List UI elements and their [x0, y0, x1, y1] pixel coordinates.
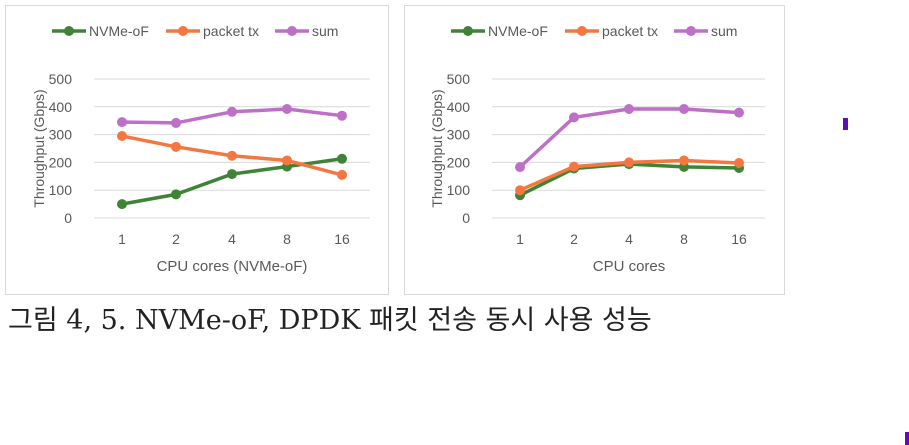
legend-label: sum: [312, 23, 338, 39]
data-point: [227, 106, 237, 117]
data-point: [515, 162, 525, 173]
legend-label: packet tx: [602, 23, 658, 39]
x-axis-label: CPU cores (NVMe-oF): [157, 258, 308, 275]
data-point: [282, 155, 292, 166]
x-tick-label: 1: [516, 231, 524, 247]
data-point: [569, 161, 579, 172]
x-tick-label: 1: [118, 231, 126, 247]
data-point: [117, 199, 127, 210]
y-tick-label: 0: [462, 210, 470, 226]
legend-label: NVMe-oF: [488, 23, 548, 39]
y-axis-label: Throughput (Gbps): [429, 89, 445, 207]
data-point: [117, 117, 127, 128]
y-tick-label: 200: [447, 154, 471, 170]
x-axis-label: CPU cores: [593, 258, 666, 275]
legend-label: packet tx: [203, 23, 259, 39]
data-point: [679, 104, 689, 115]
data-point: [337, 110, 347, 121]
y-axis-label: Throughput (Gbps): [31, 89, 47, 207]
data-point: [624, 157, 634, 168]
data-point: [624, 104, 634, 115]
x-tick-label: 16: [334, 231, 350, 247]
y-tick-label: 0: [64, 210, 72, 226]
chart-left: 0 100 200 300 400 500 Throughput (Gbps) 1 2 4 8 16 C…: [5, 5, 389, 295]
data-point: [227, 169, 237, 180]
data-point: [337, 153, 347, 164]
data-point: [569, 112, 579, 123]
chart-right: 0 100 200 300 400 500 Throughput (Gbps) 1 2 4 8 16 C…: [404, 5, 785, 295]
x-tick-label: 4: [625, 231, 633, 247]
y-tick-label: 400: [447, 99, 471, 115]
selection-marker: [905, 432, 909, 445]
legend-marker: [287, 26, 297, 36]
data-point: [337, 169, 347, 180]
legend-marker: [64, 26, 74, 36]
data-point: [282, 104, 292, 115]
y-tick-label: 300: [447, 127, 471, 143]
legend-marker: [577, 26, 587, 36]
y-tick-label: 500: [447, 71, 471, 87]
data-point: [171, 141, 181, 152]
x-tick-label: 4: [228, 231, 236, 247]
x-tick-label: 8: [680, 231, 688, 247]
figure-caption: 그림 4, 5. NVMe-oF, DPDK 패킷 전송 동시 사용 성능: [8, 305, 652, 336]
data-point: [117, 130, 127, 141]
x-tick-label: 2: [172, 231, 180, 247]
data-point: [227, 150, 237, 161]
legend-label: NVMe-oF: [89, 23, 149, 39]
data-point: [171, 189, 181, 200]
data-point: [734, 107, 744, 118]
legend-marker: [686, 26, 696, 36]
y-tick-label: 100: [447, 182, 471, 198]
legend-marker: [463, 26, 473, 36]
y-tick-label: 500: [49, 71, 73, 87]
y-tick-label: 100: [49, 182, 73, 198]
data-point: [734, 157, 744, 168]
y-tick-label: 400: [49, 99, 73, 115]
legend-marker: [178, 26, 188, 36]
selection-marker: [843, 118, 848, 130]
x-tick-label: 2: [570, 231, 578, 247]
x-tick-label: 16: [731, 231, 747, 247]
y-tick-label: 300: [49, 127, 73, 143]
legend-label: sum: [711, 23, 737, 39]
data-point: [679, 155, 689, 166]
data-point: [515, 185, 525, 196]
data-point: [171, 117, 181, 128]
y-tick-label: 200: [49, 154, 73, 170]
x-tick-label: 8: [283, 231, 291, 247]
